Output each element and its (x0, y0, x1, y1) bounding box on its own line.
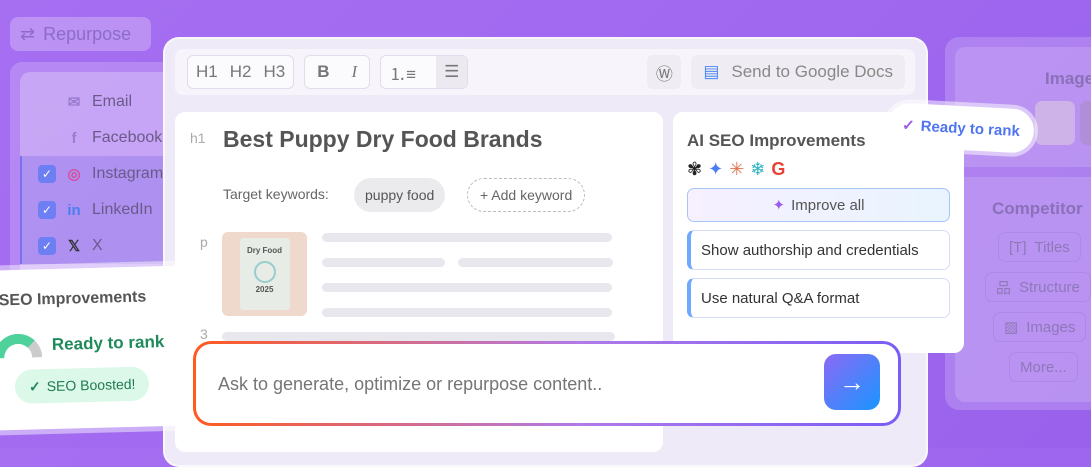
send-google-docs-button[interactable]: ▤ Send to Google Docs (691, 55, 905, 89)
channel-instagram[interactable]: ✓ ◎ Instagram (20, 156, 180, 192)
channel-linkedin[interactable]: ✓ in LinkedIn (20, 192, 180, 228)
h3-marker: 3 (200, 326, 208, 342)
improve-all-button[interactable]: ✦ Improve all (687, 188, 950, 222)
seo-improvements-card: SEO Improvements Ready to rank ✓ SEO Boos… (0, 265, 196, 431)
ai-seo-card: AI SEO Improvements ✾ ✦ ✳ ❄ G ✦ Improve all S… (673, 112, 964, 353)
sparkle-icon: ✦ (772, 197, 786, 214)
ready-to-rank-pill: ✓ Ready to rank (886, 102, 1036, 154)
send-button[interactable]: → (824, 354, 880, 410)
checkbox[interactable] (38, 129, 56, 147)
images-heading: Images (1045, 69, 1091, 88)
seo-status: Ready to rank (51, 332, 165, 355)
heading-group: H1 H2 H3 (187, 55, 295, 89)
bold-button[interactable]: B (317, 62, 330, 81)
gemini-icon: ✦ (708, 159, 724, 179)
arrow-right-icon: → (839, 366, 865, 397)
prompt-input[interactable] (218, 366, 798, 402)
channel-facebook[interactable]: f Facebook (20, 120, 180, 156)
seo-boosted-badge: ✓ SEO Boosted! (14, 366, 150, 404)
mail-icon: ✉ (67, 94, 81, 111)
seo-card-title: SEO Improvements (0, 288, 147, 310)
titles-button[interactable]: [T] Titles (998, 232, 1081, 262)
checkbox[interactable] (38, 93, 56, 111)
h2-button[interactable]: H2 (229, 62, 252, 81)
more-button[interactable]: More... (1009, 352, 1078, 382)
openai-icon: ✾ (687, 159, 703, 179)
check-icon: ✓ (28, 377, 41, 395)
perplexity-icon: ❄ (750, 159, 766, 179)
sitemap-icon: 品 (996, 279, 1012, 297)
x-icon: 𝕏 (67, 238, 81, 255)
competitor-heading: Competitor (992, 199, 1083, 218)
linkedin-icon: in (67, 201, 81, 219)
suggestion-item[interactable]: Use natural Q&A format (687, 278, 950, 318)
checkbox[interactable]: ✓ (38, 165, 56, 183)
prompt-box: → (193, 341, 901, 426)
check-icon: ✓ (901, 116, 916, 135)
wordpress-icon[interactable]: Ⓦ (647, 55, 682, 89)
google-icon: G (771, 159, 786, 179)
channel-panel: ✉ Email f Facebook ✓ ◎ Instagram ✓ in LinkedIn… (10, 62, 180, 302)
doc-title[interactable]: Best Puppy Dry Food Brands (223, 126, 543, 152)
repeat-icon: ⇄ (20, 23, 36, 44)
keyword-chip[interactable]: puppy food (354, 178, 446, 212)
image-thumb[interactable] (1080, 101, 1091, 145)
checkbox[interactable]: ✓ (38, 201, 56, 219)
bullet-list-icon[interactable]: ☰ (436, 56, 468, 88)
google-docs-icon: ▤ (703, 62, 720, 81)
product-image: Dry Food 2025 (222, 232, 307, 316)
text-icon: [T] (1009, 238, 1027, 256)
suggestion-item[interactable]: Show authorship and credentials (687, 230, 950, 270)
h3-button[interactable]: H3 (263, 62, 286, 81)
channel-email[interactable]: ✉ Email (20, 84, 180, 120)
image-thumb[interactable] (1035, 101, 1075, 145)
channel-x[interactable]: ✓ 𝕏 X (20, 228, 180, 264)
ai-seo-title: AI SEO Improvements (687, 131, 866, 150)
add-keyword-button[interactable]: + Add keyword (467, 178, 586, 212)
score-gauge (0, 333, 43, 359)
instagram-icon: ◎ (67, 166, 81, 183)
list-group: ⒈≡ ☰ (380, 55, 469, 89)
checkbox[interactable]: ✓ (38, 237, 56, 255)
keywords-label: Target keywords: (223, 186, 329, 202)
facebook-icon: f (71, 129, 77, 147)
italic-button[interactable]: I (351, 62, 358, 81)
p-marker: p (200, 234, 208, 250)
h1-button[interactable]: H1 (196, 62, 218, 81)
ordered-list-icon[interactable]: ⒈≡ (389, 64, 417, 84)
structure-button[interactable]: 品 Structure (985, 272, 1091, 302)
h1-marker: h1 (190, 130, 206, 146)
repurpose-button[interactable]: ⇄ Repurpose (10, 17, 151, 51)
images-button[interactable]: ▨ Images (993, 312, 1087, 342)
image-icon: ▨ (1004, 319, 1019, 336)
claude-icon: ✳ (729, 159, 745, 179)
